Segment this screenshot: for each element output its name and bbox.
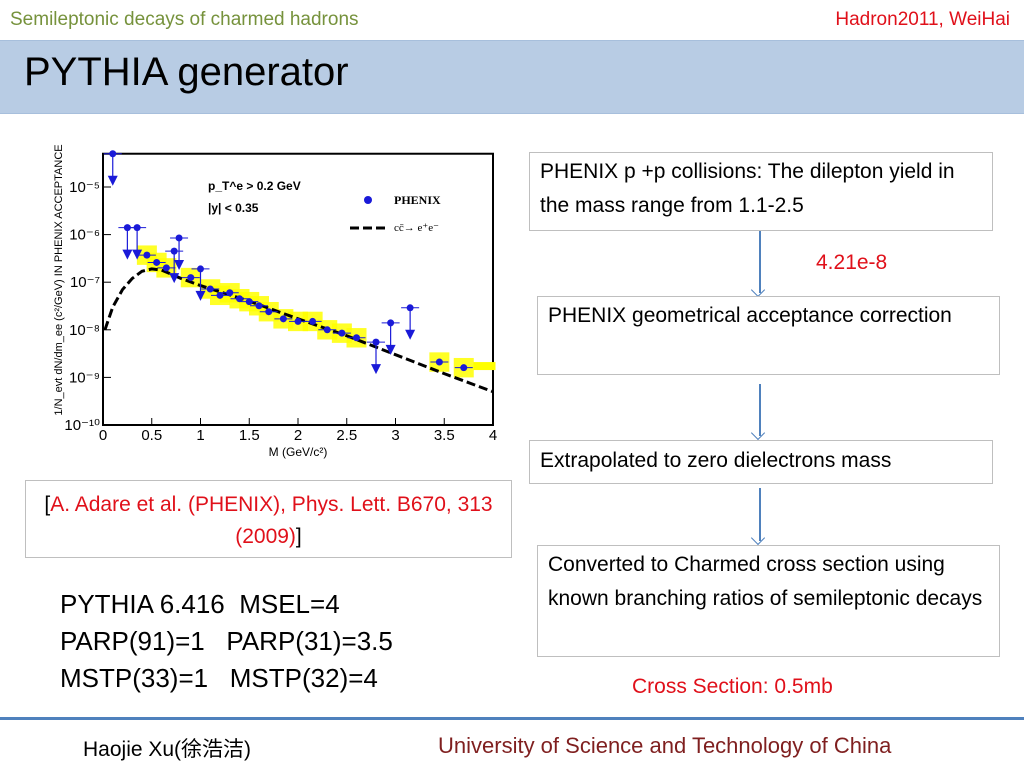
upper-limit-arrow-icon	[195, 290, 206, 301]
data-point	[460, 364, 468, 372]
x-tick-label: 3.5	[434, 427, 455, 444]
citation-box: [A. Adare et al. (PHENIX), Phys. Lett. B…	[25, 480, 512, 558]
data-point	[323, 326, 331, 334]
data-point	[175, 234, 183, 242]
y-tick-label: 10⁻⁵	[69, 179, 100, 196]
data-point	[265, 308, 273, 316]
upper-limit-arrow-icon	[169, 273, 180, 284]
data-point	[387, 319, 395, 327]
footer-institution: University of Science and Technology of …	[438, 733, 892, 758]
slide-title: PYTHIA generator	[24, 50, 349, 94]
x-tick-label: 0.5	[141, 427, 162, 444]
upper-limit-arrow-icon	[371, 364, 381, 375]
upper-limit-arrow-icon	[107, 175, 118, 186]
x-axis-label: M (GeV/c²)	[269, 445, 328, 459]
yield-value: 4.21e-8	[816, 251, 888, 274]
param-line: PARP(91)=1 PARP(31)=3.5	[60, 626, 393, 656]
y-axis-label: 1/N_evt dN/dm_ee (c²/GeV) IN PHENIX ACCE…	[53, 144, 65, 415]
data-point	[109, 150, 117, 158]
x-tick-label: 2.5	[336, 427, 357, 444]
footer-divider	[0, 717, 1024, 720]
data-point	[216, 291, 224, 299]
flow-step-dilepton-yield: PHENIX p +p collisions: The dilepton yie…	[529, 152, 993, 231]
y-tick-label: 10⁻⁸	[69, 322, 100, 339]
pythia-parameters: PYTHIA 6.416 MSEL=4 PARP(91)=1 PARP(31)=3…	[60, 586, 393, 697]
y-tick-label: 10⁻⁷	[70, 274, 100, 291]
data-point	[143, 251, 151, 259]
x-tick-label: 2	[294, 427, 302, 444]
citation-bracket: ]	[295, 525, 302, 548]
data-point	[206, 285, 214, 293]
data-point	[406, 304, 414, 312]
upper-limit-arrow-icon	[132, 249, 143, 260]
cut-annotation-pt: p_T^e > 0.2 GeV	[208, 179, 301, 193]
flow-arrow-icon	[759, 384, 761, 436]
title-bar	[0, 40, 1024, 114]
param-line: PYTHIA 6.416 MSEL=4	[60, 589, 340, 619]
x-tick-label: 4	[489, 427, 497, 444]
flow-step-extrapolation: Extrapolated to zero dielectrons mass	[529, 440, 993, 484]
data-point	[187, 274, 195, 282]
data-point	[236, 295, 243, 303]
x-tick-label: 1	[196, 427, 204, 444]
data-point	[133, 224, 141, 232]
legend-marker-phenix	[364, 196, 372, 204]
cross-section-result: Cross Section: 0.5mb	[632, 675, 833, 698]
x-tick-label: 3	[391, 427, 399, 444]
data-point	[279, 315, 287, 323]
data-point	[226, 289, 234, 297]
data-point	[309, 317, 317, 325]
upper-limit-arrow-icon	[385, 344, 396, 355]
citation-bracket: [	[44, 493, 51, 516]
upper-limit-arrow-icon	[174, 259, 185, 270]
flow-arrow-icon	[759, 488, 761, 541]
x-tick-label: 0	[99, 427, 107, 444]
data-point	[294, 317, 302, 325]
y-tick-label: 10⁻⁹	[69, 369, 100, 386]
flow-arrow-icon	[759, 231, 761, 293]
header-conference: Hadron2011, WeiHai	[835, 9, 1010, 30]
upper-limit-arrow-icon	[122, 249, 133, 260]
header-topic: Semileptonic decays of charmed hadrons	[10, 9, 359, 30]
legend-label-phenix: PHENIX	[394, 193, 441, 207]
data-point	[197, 265, 204, 273]
y-tick-label: 10⁻¹⁰	[64, 417, 100, 434]
data-point	[435, 358, 443, 366]
cut-annotation-y: |y| < 0.35	[208, 201, 259, 215]
data-point	[153, 258, 161, 266]
data-point	[353, 334, 360, 342]
dilepton-mass-chart: 0 0.5 1 1.5 2 2.5 3 3.5 4 10⁻¹⁰ 10⁻⁹ 10⁻⁸ 10⁻⁷ 10⁻⁶ 10…	[53, 144, 497, 459]
data-point	[170, 247, 178, 255]
param-line: MSTP(33)=1 MSTP(32)=4	[60, 663, 378, 693]
data-point	[255, 302, 263, 310]
systematic-error-box	[473, 362, 496, 371]
y-tick-label: 10⁻⁶	[69, 227, 100, 244]
legend-label-cc: cc̄→ e⁺e⁻	[394, 222, 439, 234]
data-point	[162, 264, 170, 272]
upper-limit-arrow-icon	[405, 329, 416, 340]
plot-frame	[102, 152, 494, 426]
data-point	[245, 298, 253, 306]
flow-step-cross-section: Converted to Charmed cross section using…	[537, 545, 1000, 657]
cc-dilepton-curve	[103, 267, 494, 394]
flow-step-acceptance: PHENIX geometrical acceptance correction	[537, 296, 1000, 375]
citation-text: A. Adare et al. (PHENIX), Phys. Lett. B6…	[50, 493, 493, 548]
data-point	[338, 329, 346, 337]
data-point	[123, 224, 131, 232]
x-tick-label: 1.5	[239, 427, 260, 444]
data-point	[372, 338, 380, 346]
footer-author: Haojie Xu(徐浩洁)	[83, 738, 252, 761]
